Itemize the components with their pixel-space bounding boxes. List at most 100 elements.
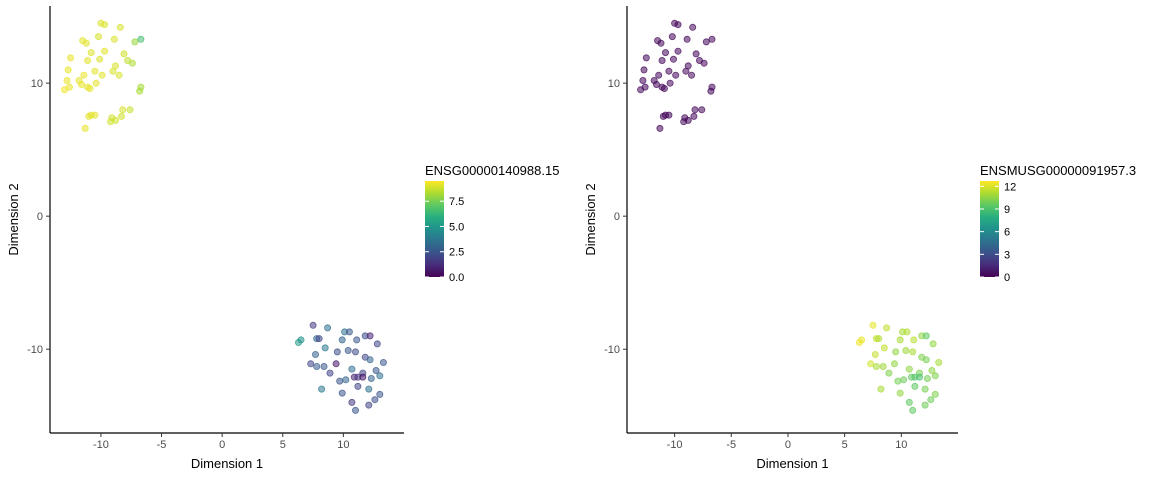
chart-1-x-tick-label: 5 bbox=[280, 439, 286, 451]
chart-2-point bbox=[680, 118, 688, 126]
chart-1-y-tick-label: 0 bbox=[37, 211, 43, 223]
chart-2-x-tick-label: -10 bbox=[667, 439, 683, 451]
chart-1-point bbox=[366, 356, 374, 364]
chart-2-point bbox=[921, 401, 929, 409]
chart-2-point bbox=[642, 54, 650, 62]
chart-2-point bbox=[666, 79, 674, 87]
chart-2-point bbox=[909, 348, 917, 356]
chart-1-point bbox=[101, 21, 109, 29]
chart-1-point bbox=[338, 336, 346, 344]
chart-2-point bbox=[867, 360, 875, 368]
chart-1-point bbox=[120, 50, 128, 58]
chart-1-point bbox=[365, 401, 373, 409]
chart-2-point bbox=[688, 71, 696, 79]
chart-1-point bbox=[63, 77, 71, 85]
chart-2-point bbox=[658, 57, 666, 65]
chart-2-point bbox=[639, 77, 647, 85]
chart-1-point bbox=[78, 81, 86, 89]
chart-1-point bbox=[379, 358, 387, 366]
chart-1-x-axis-label: Dimension 1 bbox=[191, 456, 263, 471]
chart-2-point bbox=[702, 38, 710, 46]
chart-1-point bbox=[109, 67, 117, 75]
chart-1-point bbox=[315, 335, 323, 343]
chart-1-point bbox=[136, 87, 144, 95]
chart-2-point bbox=[656, 124, 664, 132]
chart-2-point bbox=[896, 336, 904, 344]
chart-1-point bbox=[87, 49, 95, 57]
chart-1-point bbox=[101, 47, 109, 55]
chart-1-point bbox=[311, 350, 319, 358]
chart-1-point bbox=[82, 39, 90, 47]
chart-1-colorbar-tick-label: 5.0 bbox=[449, 221, 464, 233]
chart-1-point bbox=[353, 336, 361, 344]
chart-2-point bbox=[883, 324, 891, 332]
chart-1-x-tick-label: -5 bbox=[157, 439, 167, 451]
chart-1-point bbox=[333, 348, 341, 356]
chart-1-point bbox=[297, 336, 305, 344]
chart-1-point bbox=[67, 54, 75, 62]
chart-2-colorbar-tick-label: 9 bbox=[1004, 204, 1010, 216]
chart-1-point bbox=[116, 23, 124, 31]
chart-1-point bbox=[371, 396, 379, 404]
chart-2-y-tick-label: -10 bbox=[604, 344, 620, 356]
chart-1-colorbar bbox=[425, 181, 444, 277]
chart-2-x-tick-label: 5 bbox=[842, 439, 848, 451]
chart-2-point bbox=[659, 112, 667, 120]
chart-2-point bbox=[657, 39, 665, 47]
chart-2-point bbox=[660, 85, 668, 93]
chart-1-point bbox=[118, 112, 126, 120]
chart-2-point bbox=[662, 49, 670, 57]
chart-2-point bbox=[637, 86, 645, 94]
chart-2-x-tick-label: 10 bbox=[895, 439, 907, 451]
chart-2-point bbox=[916, 373, 924, 381]
chart-2-point bbox=[900, 376, 908, 384]
chart-1-point bbox=[80, 71, 88, 79]
chart-1-point bbox=[307, 360, 315, 368]
chart-2-point bbox=[896, 389, 904, 397]
chart-2-point bbox=[692, 50, 700, 58]
chart-2-point bbox=[683, 35, 691, 43]
chart-1-point bbox=[359, 373, 367, 381]
chart-2-point bbox=[640, 66, 648, 74]
chart-2-x-axis-label: Dimension 1 bbox=[756, 456, 828, 471]
chart-1-point bbox=[126, 106, 134, 114]
chart-1-point bbox=[332, 360, 340, 368]
chart-2-colorbar-tick-label: 3 bbox=[1004, 249, 1010, 261]
chart-1-point bbox=[84, 57, 92, 65]
chart-2-point bbox=[931, 390, 939, 398]
chart-2-point bbox=[668, 33, 676, 41]
chart-1-x-tick-label: 0 bbox=[219, 439, 225, 451]
chart-1-point bbox=[110, 35, 118, 43]
chart-1-point bbox=[115, 71, 123, 79]
chart-2-point bbox=[879, 362, 887, 370]
chart-1-point bbox=[366, 332, 374, 340]
chart-1-point bbox=[376, 372, 384, 380]
chart-2-y-tick-label: 10 bbox=[608, 78, 620, 90]
chart-2-y-axis-label: Dimension 2 bbox=[583, 183, 598, 255]
chart-2-point bbox=[894, 377, 902, 385]
chart-2-point bbox=[891, 360, 899, 368]
chart-1-point bbox=[320, 362, 328, 370]
chart-2-x-tick-label: 0 bbox=[785, 439, 791, 451]
chart-1-point bbox=[137, 35, 145, 43]
chart-1-point bbox=[64, 66, 72, 74]
chart-2-point bbox=[655, 71, 663, 79]
chart-2-points bbox=[637, 19, 943, 414]
chart-1-point bbox=[86, 85, 94, 93]
chart-1-point bbox=[131, 38, 139, 46]
chart-1-point bbox=[96, 55, 104, 63]
chart-1-point bbox=[372, 366, 380, 374]
chart-2-point bbox=[905, 398, 913, 406]
chart-1-point bbox=[92, 79, 100, 87]
chart-1-point bbox=[367, 374, 375, 382]
chart-1-points bbox=[61, 19, 387, 414]
chart-2-point bbox=[928, 366, 936, 374]
chart-2-legend: ENSMUSG00000091957.3 0 3 6 9 12 bbox=[980, 163, 1136, 284]
chart-2-point bbox=[871, 350, 879, 358]
chart-1-legend: ENSG00000140988.15 0.0 2.5 5.0 7.5 bbox=[425, 163, 559, 284]
chart-1-point bbox=[128, 59, 136, 67]
chart-2-point bbox=[690, 112, 698, 120]
chart-2-point bbox=[674, 47, 682, 55]
